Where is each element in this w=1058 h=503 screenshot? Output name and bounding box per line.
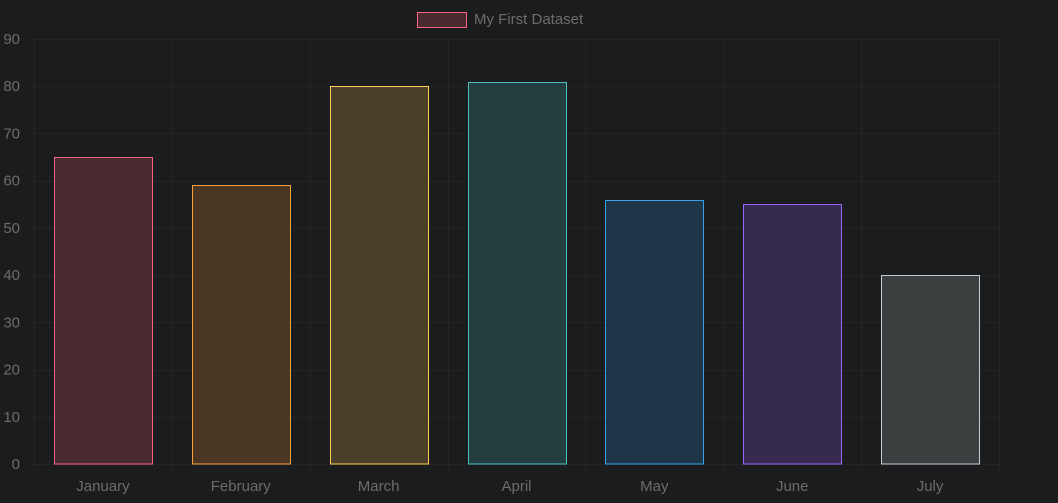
bar-july[interactable]	[881, 275, 980, 465]
y-tick-label: 50	[3, 220, 20, 237]
y-tick-label: 20	[3, 362, 20, 379]
y-tick-label: 70	[3, 125, 20, 142]
y-tick-label: 0	[12, 456, 20, 473]
y-tick-label: 90	[3, 31, 20, 48]
x-tick-label: May	[640, 478, 669, 495]
x-tick-label: July	[917, 478, 944, 495]
x-tick-label: March	[358, 478, 400, 495]
x-tick-label: June	[776, 478, 809, 495]
legend[interactable]: My First Dataset	[417, 11, 585, 28]
bar-april[interactable]	[468, 82, 567, 465]
bar-january[interactable]	[54, 157, 153, 465]
bar-june[interactable]	[743, 204, 842, 465]
x-axis-ticks: January February March April May June July	[76, 478, 944, 495]
bars-layer	[54, 82, 980, 465]
y-tick-label: 10	[3, 409, 20, 426]
bar-may[interactable]	[605, 200, 704, 465]
y-tick-label: 30	[3, 314, 20, 331]
x-tick-label: January	[76, 478, 130, 495]
y-tick-label: 80	[3, 78, 20, 95]
legend-swatch[interactable]	[417, 12, 467, 28]
y-tick-label: 60	[3, 173, 20, 190]
y-tick-label: 40	[3, 267, 20, 284]
bar-february[interactable]	[192, 185, 291, 465]
bar-march[interactable]	[330, 86, 429, 465]
legend-label[interactable]: My First Dataset	[474, 11, 584, 28]
y-axis-ticks: 0 10 20 30 40 50 60 70 80 90	[3, 31, 20, 473]
x-tick-label: February	[211, 478, 272, 495]
x-tick-label: April	[501, 478, 531, 495]
